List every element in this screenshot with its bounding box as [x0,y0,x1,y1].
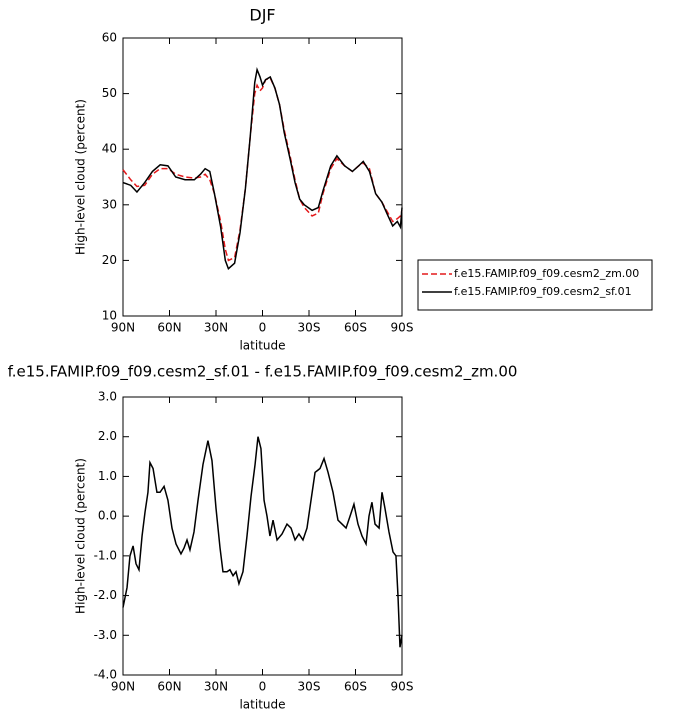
x-tick-label: 90N [111,321,135,335]
y-tick-label: 3.0 [98,390,117,404]
data-line [122,77,403,262]
x-tick-label: 30N [204,680,228,694]
x-tick-label: 60N [157,680,181,694]
y-tick-label: 2.0 [98,429,117,443]
chart-title: DJF [249,6,275,25]
y-tick-label: 60 [102,31,117,45]
data-line [122,436,403,648]
x-tick-label: 60S [344,680,367,694]
plot-frame [122,37,403,317]
y-tick-label: -3.0 [94,628,117,642]
data-line [122,67,403,271]
y-tick-label: 20 [102,253,117,267]
y-tick-label: 30 [102,197,117,211]
x-tick-label: 0 [259,680,267,694]
x-axis-label: latitude [239,698,285,712]
x-tick-label: 30S [298,321,321,335]
y-tick-label: -1.0 [94,548,117,562]
x-tick-label: 60S [344,321,367,335]
x-tick-label: 90N [111,680,135,694]
x-tick-label: 30S [298,680,321,694]
x-axis-label: latitude [239,339,285,353]
y-axis-label: High-level cloud (percent) [74,458,88,614]
y-tick-label: 1.0 [98,469,117,483]
legend-label: f.e15.FAMIP.f09_f09.cesm2_zm.00 [454,267,639,280]
chart-title: f.e15.FAMIP.f09_f09.cesm2_sf.01 - f.e15.… [8,363,518,382]
y-tick-label: -4.0 [94,668,117,682]
y-tick-label: 10 [102,309,117,323]
x-tick-label: 0 [259,321,267,335]
legend-label: f.e15.FAMIP.f09_f09.cesm2_sf.01 [454,285,632,298]
x-tick-label: 30N [204,321,228,335]
legend-box [417,259,653,311]
x-tick-label: 90S [391,680,414,694]
y-tick-label: 50 [102,86,117,100]
y-tick-label: -2.0 [94,588,117,602]
y-tick-label: 0.0 [98,509,117,523]
y-axis-label: High-level cloud (percent) [74,99,88,255]
x-tick-label: 90S [391,321,414,335]
x-tick-label: 60N [157,321,181,335]
plot-frame [122,396,403,676]
y-tick-label: 40 [102,142,117,156]
